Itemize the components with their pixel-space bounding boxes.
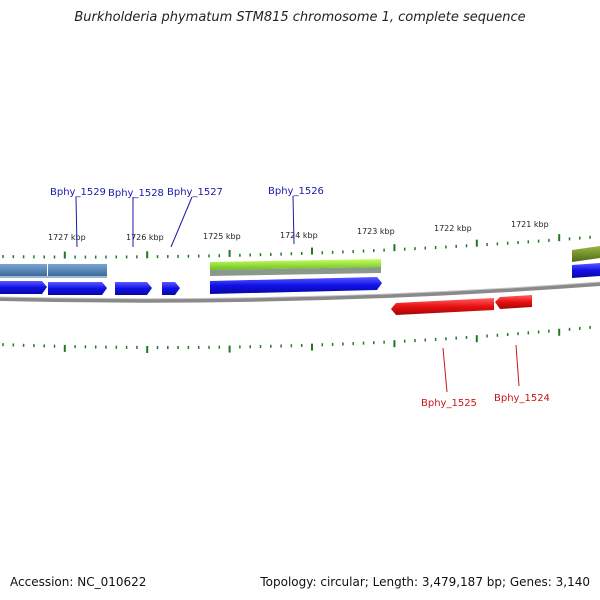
gene-arrow-forward[interactable] [115,282,152,295]
scale-tick-label: 1727 kbp [48,233,86,242]
reverse-gene-track [391,295,532,315]
gene-label-bphy-1526[interactable]: Bphy_1526 [268,186,324,197]
gene-label-bphy-1525[interactable]: Bphy_1525 [421,398,477,409]
scale-tick-label: 1724 kbp [280,231,318,240]
gene-arrow-forward[interactable] [162,282,180,295]
feature-green [210,259,381,270]
scale-tick-label: 1723 kbp [357,227,395,236]
gene-arrow-forward[interactable] [572,263,600,278]
gene-label-bphy-1529[interactable]: Bphy_1529 [50,187,106,198]
gene-arrow-reverse[interactable] [391,298,494,315]
scale-labels: 1727 kbp 1726 kbp 1725 kbp 1724 kbp 1723… [48,220,549,242]
gene-arrow-forward[interactable] [210,277,382,294]
feature-track [0,246,600,278]
feature-steel-1 [0,264,47,276]
feature-steel-2 [48,264,107,276]
scale-tick-label: 1721 kbp [511,220,549,229]
gene-label-bphy-1524[interactable]: Bphy_1524 [494,393,550,404]
label-leaders [75,195,520,393]
gene-label-bphy-1528[interactable]: Bphy_1528 [108,188,164,199]
map-title: Burkholderia phymatum STM815 chromosome … [74,10,526,25]
scale-tick-label: 1722 kbp [434,224,472,233]
scale-tick-label: 1725 kbp [203,232,241,241]
topology-summary: Topology: circular; Length: 3,479,187 bp… [260,575,590,589]
forward-gene-track [0,263,600,295]
chromosome-backbone [0,282,600,303]
upper-tick-ring [2,234,591,259]
accession-label: Accession: NC_010622 [10,575,147,589]
gene-labels: Bphy_1529 Bphy_1528 Bphy_1527 Bphy_1526 … [50,186,550,409]
feature-olive [572,246,600,262]
gene-arrow-forward[interactable] [0,281,47,294]
gene-label-bphy-1527[interactable]: Bphy_1527 [167,187,223,198]
gene-arrow-reverse[interactable] [495,295,532,309]
lower-tick-ring [2,325,591,353]
scale-tick-label: 1726 kbp [126,233,164,242]
gene-arrow-forward[interactable] [48,282,107,295]
